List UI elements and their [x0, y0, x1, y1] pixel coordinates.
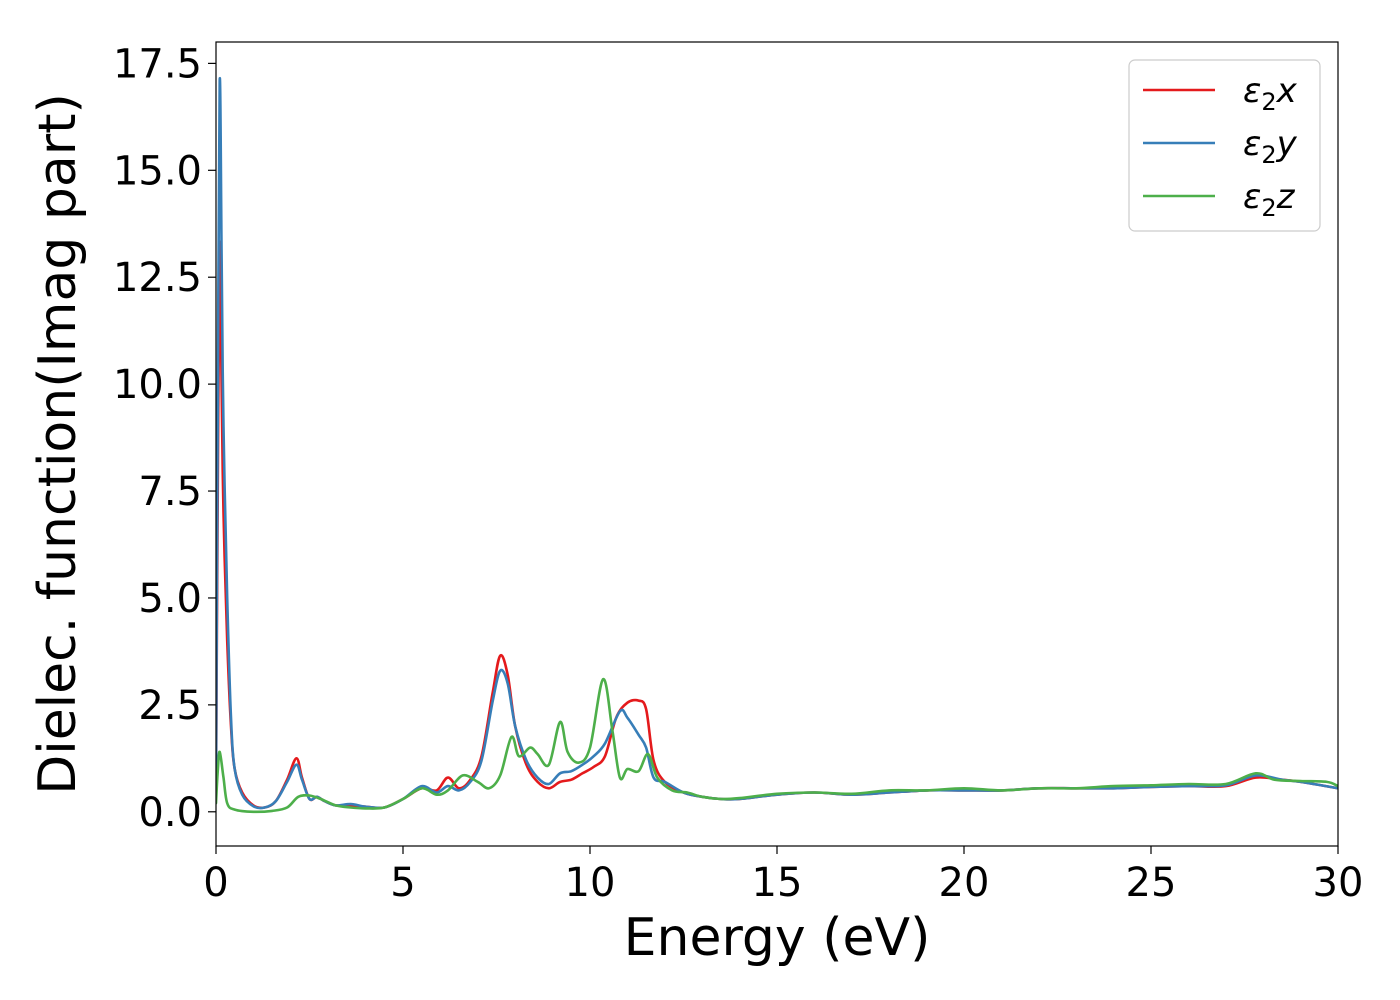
y-tick-label: 17.5 — [113, 41, 202, 87]
y-tick-label: 0.0 — [138, 790, 202, 836]
legend-box — [1128, 59, 1321, 232]
series-line-z — [216, 677, 1338, 814]
legend-label-x: ε2x — [1243, 71, 1298, 116]
y-tick-label: 5.0 — [138, 576, 202, 622]
x-tick-label: 0 — [203, 860, 228, 906]
x-tick-label: 20 — [939, 860, 990, 906]
y-axis-ticks: 0.0 2.5 5.0 7.5 10.0 12.5 15.0 17.5 — [113, 41, 216, 836]
x-tick-label: 5 — [390, 860, 415, 906]
y-tick-label: 15.0 — [113, 148, 202, 194]
y-tick-label: 10.0 — [113, 362, 202, 408]
y-axis-label: Dielec. function(Imag part) — [28, 93, 88, 795]
x-tick-label: 30 — [1313, 860, 1364, 906]
legend-label-z: ε2z — [1243, 177, 1296, 222]
y-tick-label: 7.5 — [138, 469, 202, 515]
x-axis-ticks: 0 5 10 15 20 25 30 — [203, 846, 1363, 906]
x-tick-label: 25 — [1126, 860, 1177, 906]
x-tick-label: 10 — [565, 860, 616, 906]
legend: ε2x ε2y ε2z — [1128, 59, 1321, 232]
x-axis-label: Energy (eV) — [624, 908, 931, 968]
series-layer — [216, 76, 1338, 814]
x-tick-label: 15 — [752, 860, 803, 906]
y-tick-label: 12.5 — [113, 255, 202, 301]
legend-label-y: ε2y — [1243, 124, 1298, 169]
y-tick-label: 2.5 — [138, 683, 202, 729]
